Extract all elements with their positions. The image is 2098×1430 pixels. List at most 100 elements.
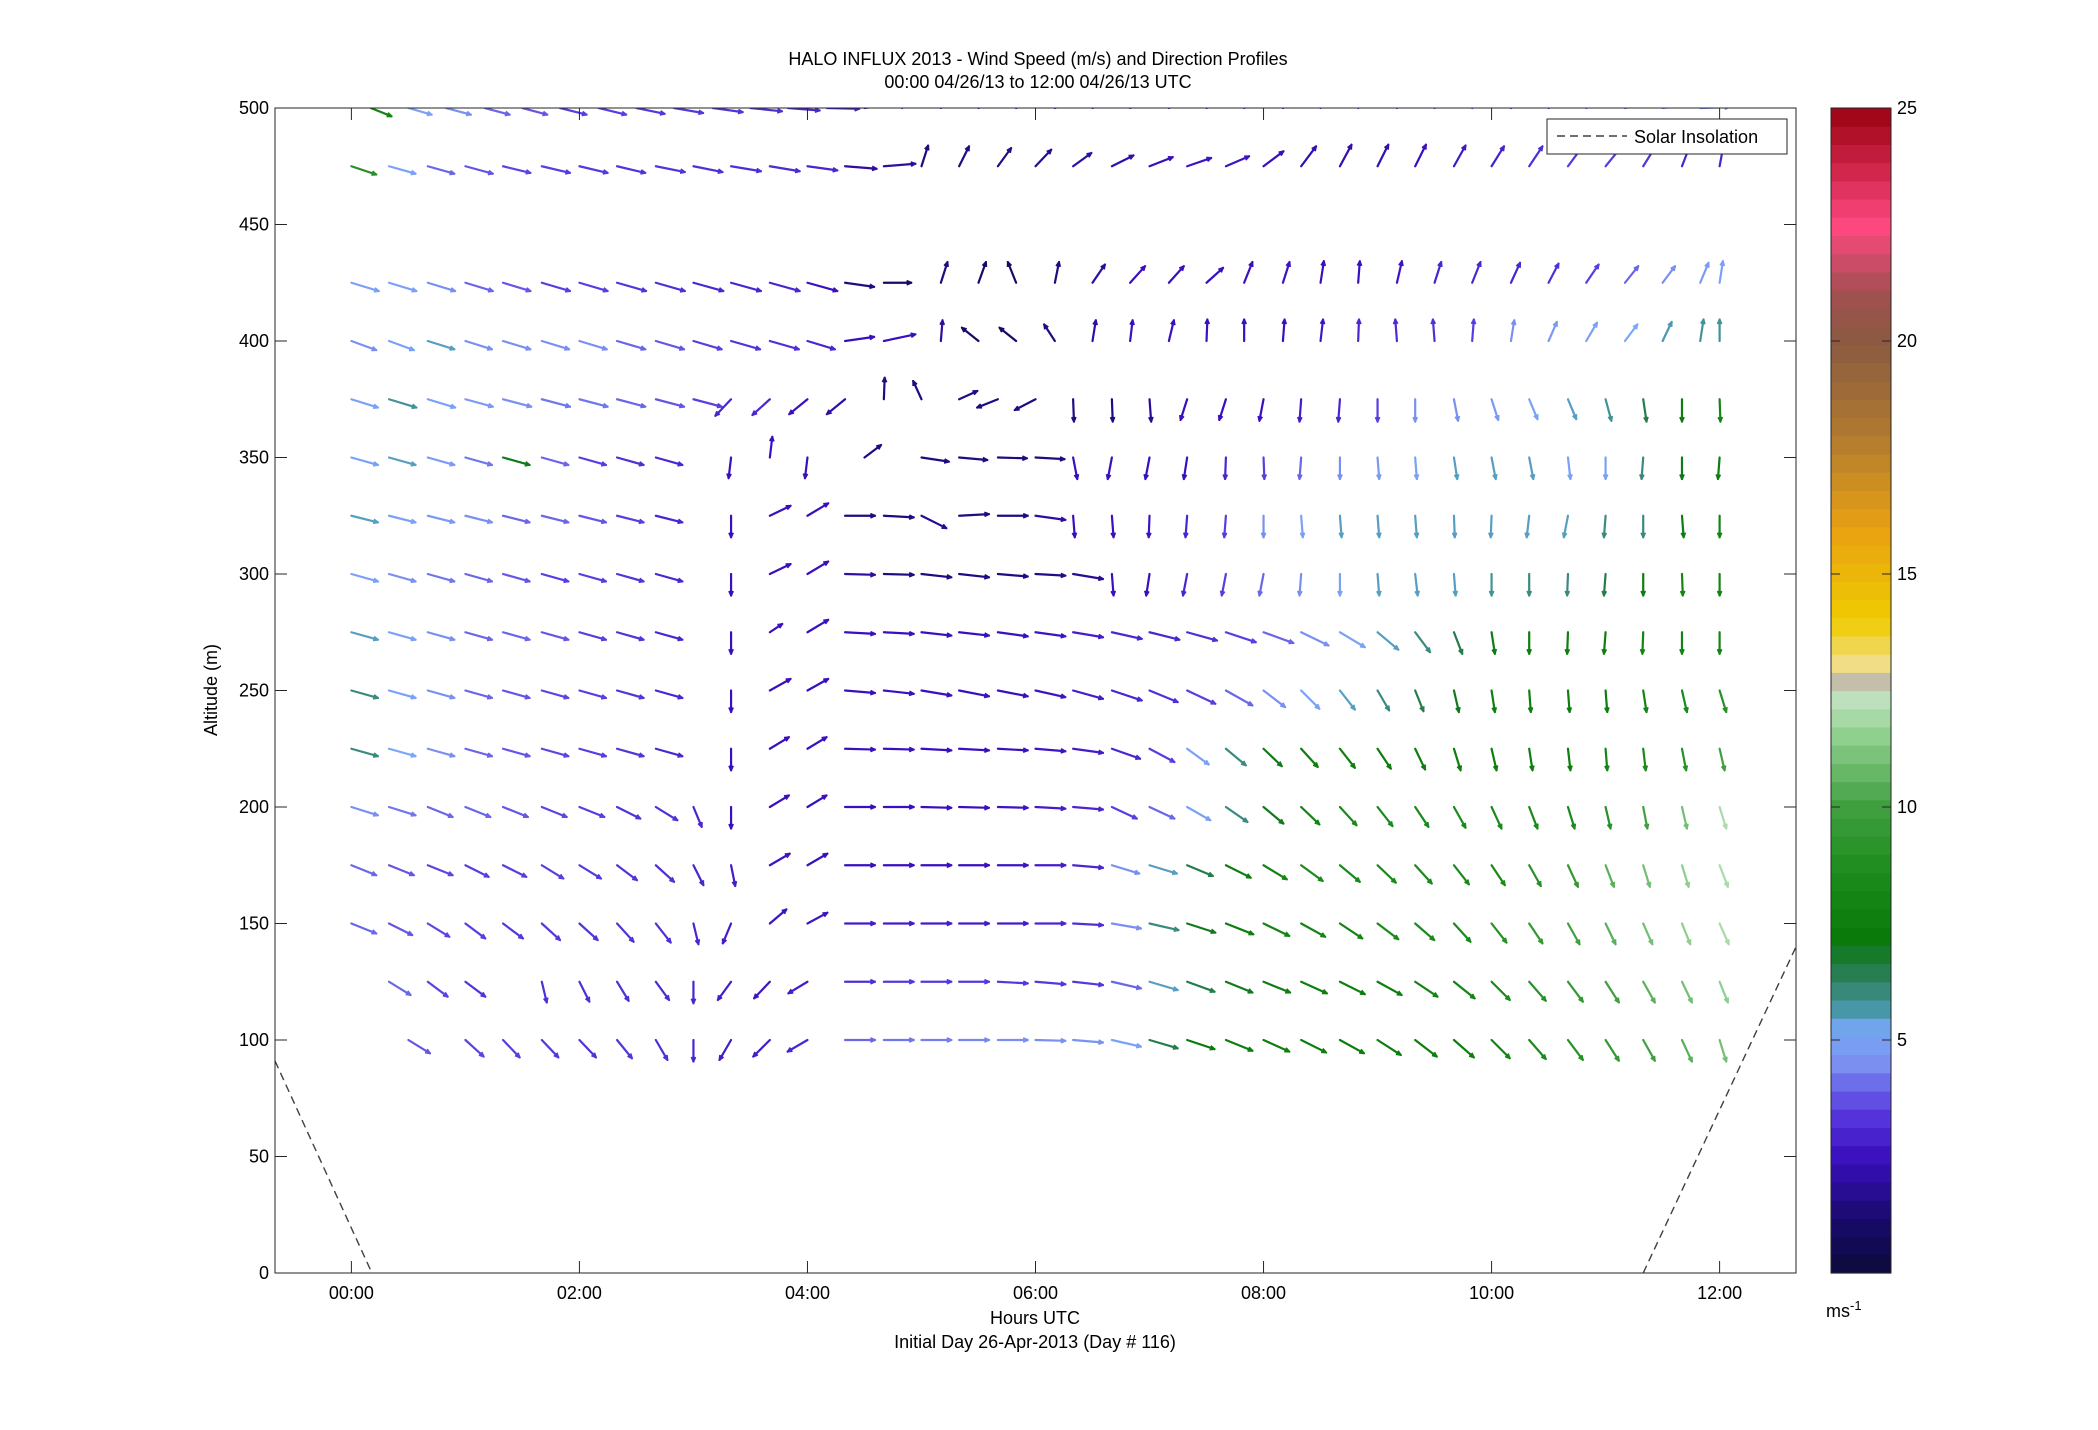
wind-arrow	[1224, 689, 1254, 707]
wind-arrow	[1640, 514, 1647, 539]
wind-arrow	[1148, 864, 1179, 876]
wind-arrow	[540, 1038, 560, 1059]
wind-arrow	[1072, 631, 1105, 640]
wind-arrow	[728, 747, 734, 772]
wind-arrow	[1110, 631, 1143, 641]
wind-arrow	[958, 862, 991, 869]
wind-arrow	[1527, 689, 1534, 714]
colorbar-segment	[1831, 381, 1891, 400]
colorbar-segment	[1831, 763, 1891, 783]
wind-arrow	[1262, 864, 1288, 881]
wind-arrow	[1509, 261, 1522, 284]
wind-arrow	[1205, 266, 1225, 284]
wind-arrow	[1072, 689, 1105, 701]
wind-arrow	[1528, 398, 1539, 421]
wind-arrow	[1374, 398, 1381, 423]
colorbar-segment	[1831, 799, 1891, 819]
wind-arrow	[615, 980, 630, 1002]
wind-arrow	[1376, 1038, 1402, 1057]
colorbar-segment	[1831, 981, 1891, 1001]
wind-arrow	[1013, 398, 1037, 412]
wind-arrow	[1148, 155, 1174, 168]
wind-arrow	[1338, 805, 1358, 827]
y-tick-label: 200	[239, 797, 269, 817]
wind-arrow	[843, 512, 877, 519]
wind-arrow	[882, 862, 915, 869]
legend: Solar Insolation	[1546, 118, 1788, 155]
wind-arrow	[1072, 864, 1105, 871]
wind-arrow	[786, 1038, 809, 1053]
wind-arrow	[1412, 398, 1419, 423]
wind-arrow	[1718, 864, 1730, 888]
wind-arrow	[1639, 456, 1645, 481]
wind-arrow	[1528, 864, 1542, 888]
wind-arrow	[1680, 980, 1694, 1004]
wind-arrow	[1338, 747, 1356, 769]
wind-arrow	[1395, 260, 1404, 284]
wind-arrow	[1528, 747, 1535, 772]
wind-arrow	[882, 630, 915, 637]
wind-arrow	[714, 398, 733, 417]
wind-arrow	[654, 864, 676, 883]
wind-arrow	[1680, 689, 1689, 714]
wind-arrow	[1679, 456, 1685, 481]
wind-arrow	[387, 631, 417, 642]
wind-arrow	[1300, 689, 1321, 710]
colorbar-segment	[1831, 726, 1891, 746]
wind-arrow	[882, 161, 917, 168]
wind-arrow	[1356, 260, 1363, 284]
colorbar-segment	[1831, 399, 1891, 419]
wind-arrow	[1452, 631, 1464, 655]
wind-arrow	[1053, 260, 1062, 284]
wind-arrow	[1376, 514, 1382, 539]
x-tick-label: 12:00	[1697, 1283, 1742, 1303]
wind-arrow	[1642, 747, 1649, 772]
wind-arrow	[350, 281, 380, 293]
wind-arrow	[1604, 398, 1614, 422]
wind-arrow	[1296, 572, 1303, 597]
wind-arrow	[540, 398, 572, 409]
colorbar-segment	[1831, 1090, 1891, 1110]
wind-arrow	[1566, 689, 1573, 714]
wind-arrow	[464, 456, 494, 467]
wind-arrow	[1392, 318, 1399, 343]
wind-arrow	[1071, 514, 1078, 539]
wind-arrow	[1471, 260, 1482, 284]
wind-arrow	[1528, 980, 1547, 1002]
wind-arrow	[1566, 980, 1585, 1003]
colorbar-segment	[1831, 362, 1891, 382]
wind-arrow	[1338, 514, 1345, 539]
wind-arrow	[768, 908, 788, 925]
wind-arrow	[1034, 148, 1053, 168]
x-tick-label: 10:00	[1469, 1283, 1514, 1303]
wind-arrow	[1072, 572, 1105, 582]
wind-arrow	[996, 689, 1029, 699]
wind-arrow	[1661, 320, 1673, 343]
wind-arrow	[578, 281, 609, 293]
wind-arrow	[1642, 689, 1649, 714]
wind-arrow	[1679, 572, 1686, 597]
wind-arrow	[718, 1038, 733, 1062]
wind-arrow	[1034, 805, 1067, 812]
wind-arrow	[1110, 154, 1135, 168]
wind-arrow	[1414, 980, 1439, 998]
wind-arrow	[1186, 156, 1213, 168]
wind-arrow	[1604, 980, 1620, 1004]
wind-arrow	[387, 980, 412, 997]
wind-arrow	[407, 1038, 432, 1055]
colorbar-segment	[1831, 126, 1891, 146]
wind-arrow	[1186, 689, 1217, 705]
wind-arrow	[843, 746, 877, 753]
wind-arrow	[960, 326, 980, 343]
wind-arrow	[996, 146, 1013, 168]
wind-arrow	[1110, 572, 1117, 597]
wind-arrow	[1148, 689, 1179, 704]
wind-arrow	[1148, 398, 1154, 423]
wind-arrow	[939, 260, 949, 284]
wind-arrow	[692, 864, 705, 887]
wind-arrow	[1413, 456, 1420, 481]
wind-arrow	[1376, 922, 1400, 941]
wind-arrow	[1414, 689, 1425, 713]
wind-arrow	[1241, 318, 1248, 343]
